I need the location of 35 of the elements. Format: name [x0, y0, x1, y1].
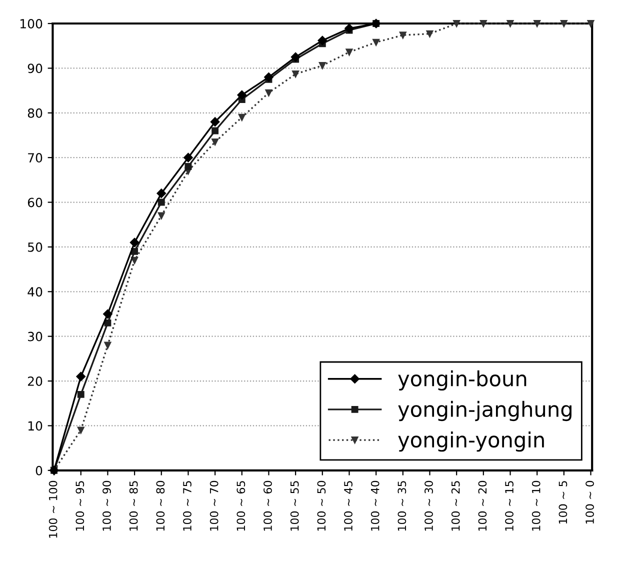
x-tick-label: 100 ~ 65 — [236, 481, 246, 531]
x-tick-label: 100 ~ 75 — [183, 481, 192, 531]
x-tick-label: 100 ~ 30 — [424, 480, 433, 531]
x-tick-label: 100 ~ 55 — [290, 481, 299, 531]
x-tick-label: 100 ~ 90 — [102, 480, 111, 531]
x-tick-label: 100 ~ 45 — [344, 481, 352, 531]
x-tick-label: 100 ~ 0 — [586, 480, 594, 524]
legend-label: yongin-janghung — [398, 400, 572, 422]
x-tick-label: 100 ~ 100 — [48, 480, 58, 538]
x-tick-label: 100 ~ 10 — [532, 480, 540, 531]
y-tick-label: 10 — [28, 421, 42, 431]
y-tick-label: 80 — [28, 108, 42, 118]
x-tick-label: 100 ~ 15 — [505, 481, 514, 531]
y-tick-label: 40 — [28, 287, 42, 297]
y-tick-label: 0 — [36, 466, 42, 476]
x-tick-label: 100 ~ 70 — [210, 480, 218, 531]
y-tick-label: 20 — [28, 376, 42, 386]
x-tick-label: 100 ~ 85 — [129, 481, 138, 531]
x-tick-label: 100 ~ 25 — [451, 481, 460, 531]
legend-label: yongin-boun — [398, 370, 526, 390]
x-tick-label: 100 ~ 35 — [398, 481, 406, 531]
legend-label: yongin-yongin — [398, 431, 544, 452]
y-tick-label: 60 — [28, 198, 42, 208]
x-tick-label: 100 ~ 5 — [558, 481, 568, 524]
y-tick-label: 100 — [20, 18, 42, 28]
x-tick-label: 100 ~ 95 — [76, 481, 84, 531]
x-tick-label: 100 ~ 50 — [317, 480, 326, 531]
y-tick-label: 90 — [28, 64, 42, 74]
y-tick-label: 50 — [28, 242, 42, 252]
y-tick-label: 30 — [28, 332, 42, 342]
x-tick-label: 100 ~ 80 — [156, 480, 165, 531]
x-tick-label: 100 ~ 60 — [264, 480, 272, 531]
y-tick-label: 70 — [28, 153, 42, 163]
x-tick-label: 100 ~ 20 — [478, 480, 487, 531]
x-tick-label: 100 ~ 40 — [370, 480, 380, 531]
